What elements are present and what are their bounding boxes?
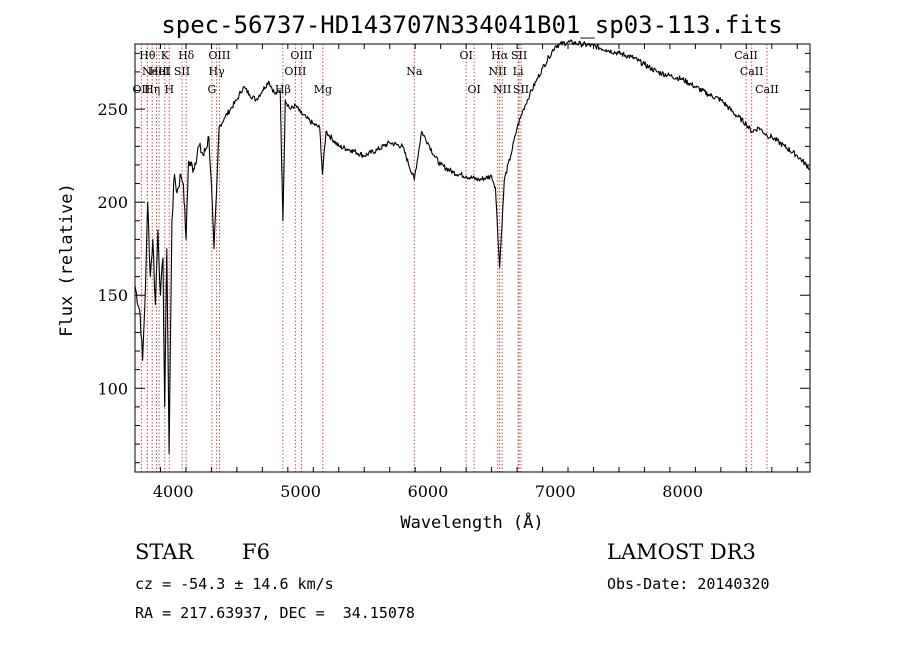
- x-tick-label: 7000: [535, 482, 576, 501]
- line-label: OI: [467, 83, 480, 96]
- y-tick-label: 100: [97, 379, 128, 398]
- observation-date: Obs-Date: 20140320: [607, 575, 770, 593]
- line-label: Hα: [491, 49, 509, 62]
- redshift-cz: cz = -54.3 ± 14.6 km/s: [135, 575, 334, 593]
- x-tick-label: 5000: [280, 482, 321, 501]
- plot-frame: [134, 43, 811, 473]
- line-label: Hγ: [209, 65, 226, 78]
- x-tick-label: 6000: [408, 482, 449, 501]
- line-label: NeIII: [142, 65, 171, 78]
- line-label: H: [164, 83, 174, 96]
- object-class: STAR: [135, 540, 194, 564]
- line-label: Hη: [144, 83, 160, 96]
- y-axis-label: Flux (relative): [57, 183, 77, 337]
- y-tick-label: 200: [97, 193, 128, 212]
- survey-name: LAMOST DR3: [607, 540, 756, 564]
- line-label: Mg: [314, 83, 332, 96]
- line-label: OII: [133, 83, 151, 96]
- x-tick-label: 4000: [153, 482, 194, 501]
- line-label: Hδ: [178, 49, 195, 62]
- line-label: K: [161, 49, 170, 62]
- spectral-line-markers: [140, 44, 768, 472]
- line-label: NII: [493, 83, 511, 96]
- y-tick-label: 250: [97, 100, 128, 119]
- sky-coordinates: RA = 217.63937, DEC = 34.15078: [135, 604, 415, 622]
- line-label: SII: [513, 83, 529, 96]
- x-axis-label: Wavelength (Å): [400, 511, 543, 533]
- y-axis-ticks: 100 150 200 250: [97, 52, 810, 464]
- line-label: HeI: [149, 65, 169, 78]
- line-label: CaII: [755, 83, 779, 96]
- line-label: Hβ: [275, 83, 291, 96]
- line-label: NII: [489, 65, 507, 78]
- flux-series-line: [134, 39, 811, 454]
- x-tick-label: 8000: [662, 482, 703, 501]
- line-label: OIII: [208, 49, 230, 62]
- line-label: OI: [459, 49, 472, 62]
- line-label: OIII: [284, 65, 306, 78]
- chart-title: spec-56737-HD143707N334041B01_sp03-113.f…: [161, 11, 782, 39]
- object-subclass: F6: [242, 540, 270, 564]
- line-label: OIII: [290, 49, 312, 62]
- line-label: SII: [174, 65, 190, 78]
- line-label: SII: [511, 49, 527, 62]
- y-tick-label: 150: [97, 286, 128, 305]
- line-label: Hθ: [139, 49, 156, 62]
- line-label: CaII: [740, 65, 764, 78]
- line-label: G: [208, 83, 217, 96]
- x-axis-ticks: 4000 5000 6000 7000 8000: [134, 44, 798, 501]
- line-label: Na: [406, 65, 423, 78]
- line-label: CaII: [734, 49, 758, 62]
- line-label: Li: [513, 65, 524, 78]
- spectral-line-labels: OIIHθHηNeIIIHeIKHSIIHδGHγOIIIHβOIIIOIIIM…: [133, 49, 779, 96]
